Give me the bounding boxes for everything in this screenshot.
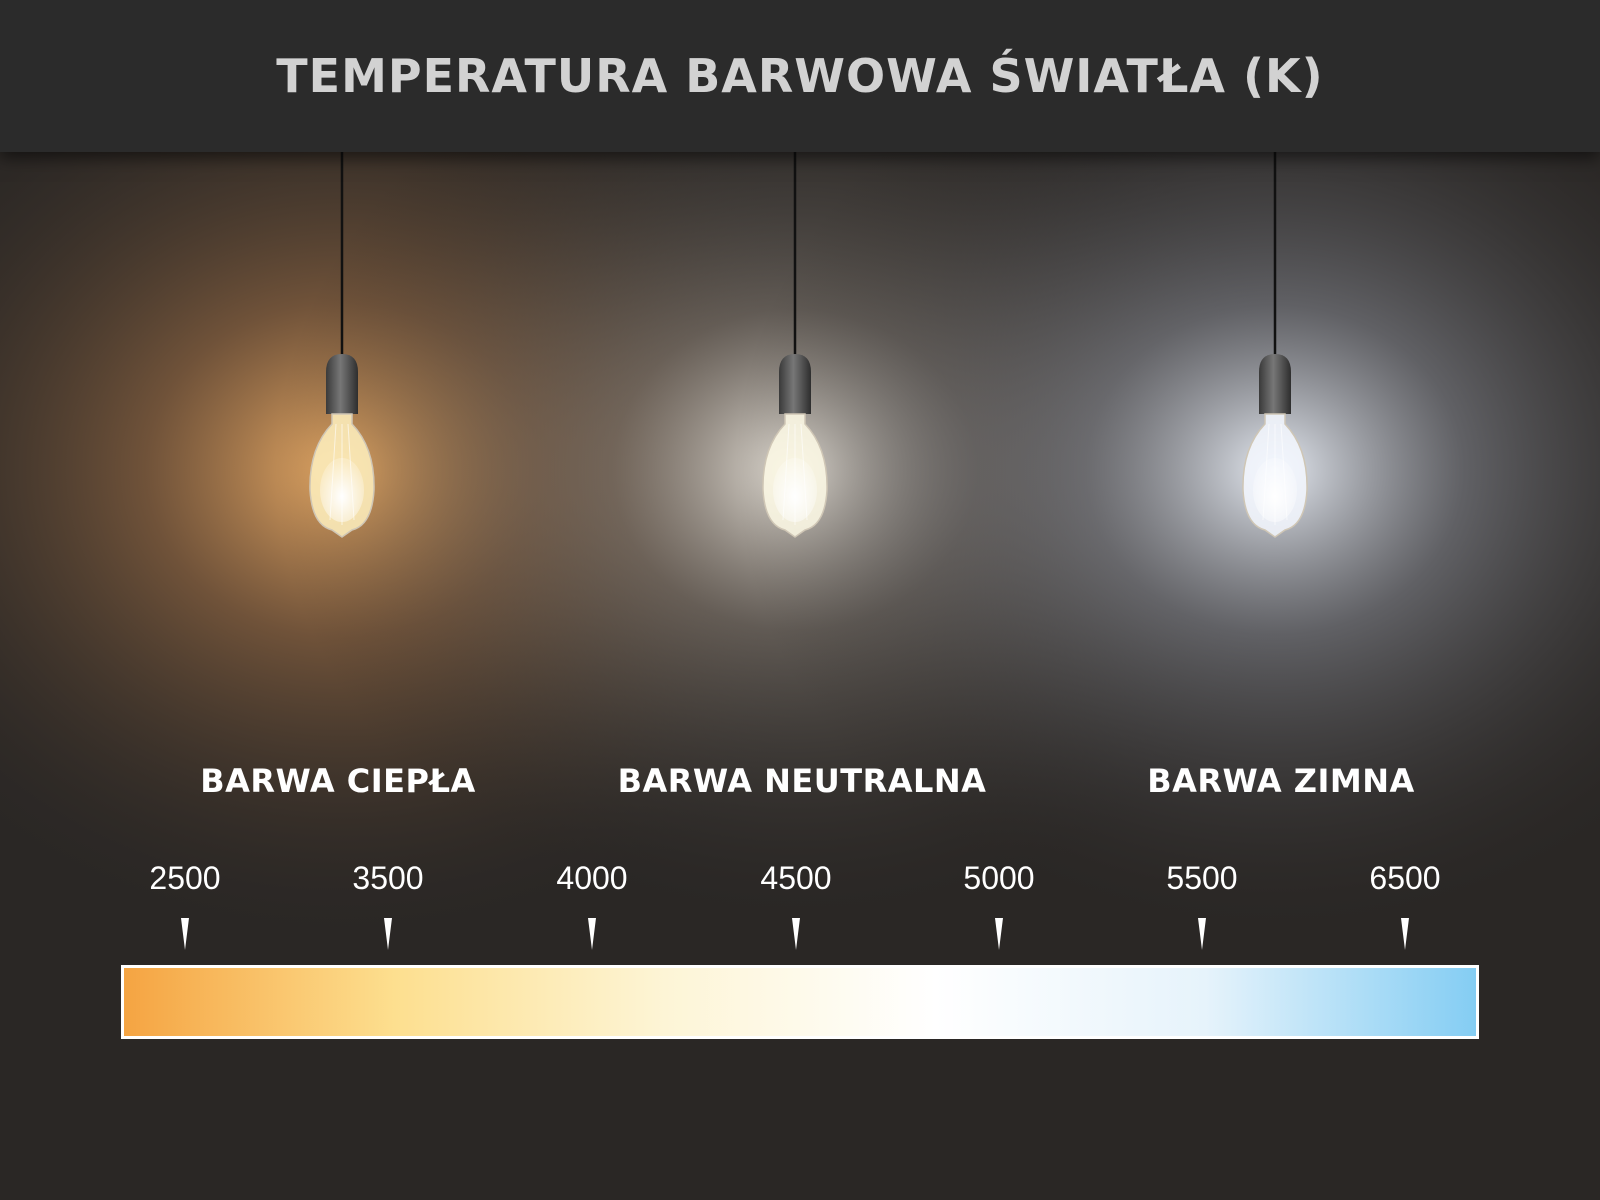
tick-label: 4500 — [760, 860, 832, 896]
cool-glow — [735, 0, 1600, 940]
zone-label-neutral: BARWA NEUTRALNA — [617, 762, 987, 800]
tick-marker-icon — [995, 918, 1003, 950]
light-bulb-icon-cool — [1242, 152, 1308, 538]
tick-marker-icon — [1401, 918, 1409, 950]
tick-marker-icon — [384, 918, 392, 950]
tick-label: 4000 — [556, 860, 628, 896]
tick-label: 2500 — [149, 860, 221, 896]
tick-marker-icon — [792, 918, 800, 950]
light-bulb-icon-warm — [309, 152, 375, 538]
tick-label: 5000 — [963, 860, 1035, 896]
tick-marker-icon — [181, 918, 189, 950]
tick-marker-icon — [1198, 918, 1206, 950]
zone-label-warm: BARWA CIEPŁA — [200, 762, 476, 800]
zone-label-cool: BARWA ZIMNA — [1147, 762, 1415, 800]
page-title: TEMPERATURA BARWOWA ŚWIATŁA (K) — [276, 49, 1324, 103]
header: TEMPERATURA BARWOWA ŚWIATŁA (K) — [0, 0, 1600, 152]
tick-label: 5500 — [1166, 860, 1238, 896]
color-temperature-scale-bar — [121, 965, 1479, 1039]
tick-label: 6500 — [1369, 860, 1441, 896]
tick-marker-icon — [588, 918, 596, 950]
light-bulb-icon-neutral — [762, 152, 828, 538]
tick-label: 3500 — [352, 860, 424, 896]
